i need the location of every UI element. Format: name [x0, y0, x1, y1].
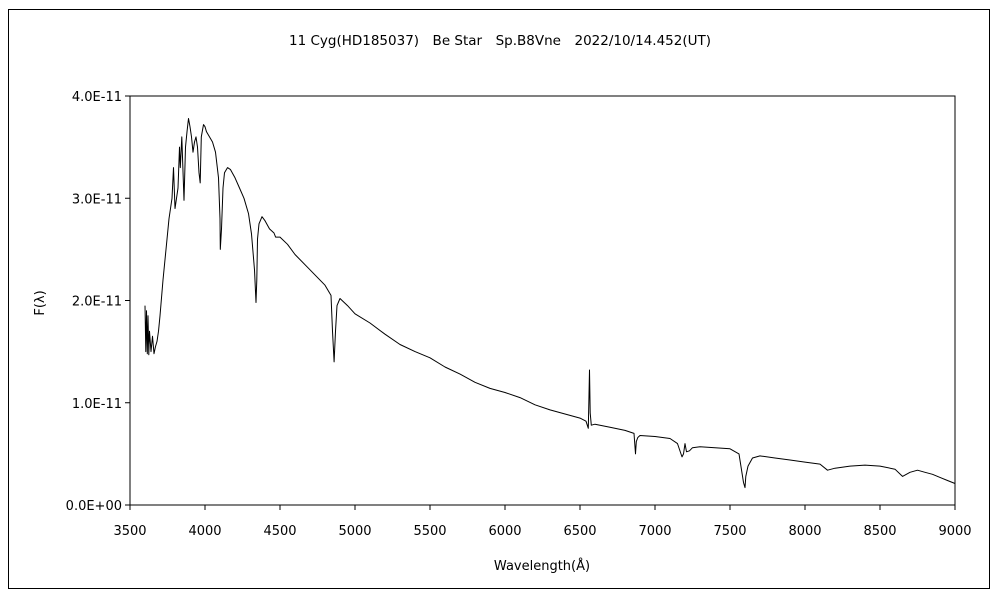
x-tick-label: 3500 — [113, 524, 146, 539]
x-tick-label: 6500 — [563, 524, 596, 539]
spectrum-line — [144, 118, 956, 489]
y-tick-label: 2.0E-11 — [72, 295, 122, 310]
y-axis: 0.0E+00 1.0E-11 2.0E-11 3.0E-11 4.0E-11 — [66, 90, 130, 514]
x-tick-label: 7000 — [638, 524, 671, 539]
y-tick-label: 3.0E-11 — [72, 192, 122, 207]
x-tick-label: 5000 — [338, 524, 371, 539]
y-tick-label: 1.0E-11 — [72, 397, 122, 412]
x-tick-label: 4000 — [188, 524, 221, 539]
x-tick-label: 4500 — [263, 524, 296, 539]
chart-title: 11 Cyg(HD185037) Be Star Sp.B8Vne 2022/1… — [289, 33, 711, 49]
y-tick-label: 4.0E-11 — [72, 90, 122, 105]
x-axis: 3500 4000 4500 5000 5500 6000 6500 7000 7500 8000… — [113, 505, 972, 539]
y-tick-label: 0.0E+00 — [66, 499, 122, 514]
x-axis-label: Wavelength(Å) — [494, 558, 590, 574]
x-tick-label: 7500 — [713, 524, 746, 539]
x-tick-label: 6000 — [488, 524, 521, 539]
plot-area — [129, 95, 956, 506]
x-tick-label: 5500 — [413, 524, 446, 539]
y-axis-label: F(λ) — [33, 290, 48, 315]
x-tick-label: 8500 — [863, 524, 896, 539]
chart-frame — [8, 9, 990, 589]
x-tick-label: 8000 — [788, 524, 821, 539]
x-tick-label: 9000 — [938, 524, 971, 539]
